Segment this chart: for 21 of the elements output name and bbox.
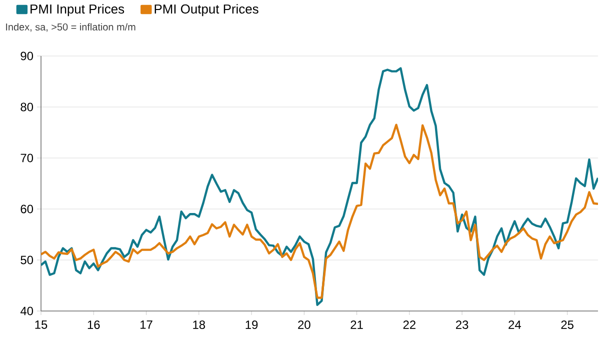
x-tick-label: 22 — [403, 320, 416, 329]
legend-label: PMI Output Prices — [154, 4, 258, 16]
y-tick-label: 40 — [20, 306, 34, 316]
legend-label: PMI Input Prices — [30, 4, 124, 16]
x-tick-label: 25 — [561, 320, 574, 329]
x-tick-label: 23 — [456, 320, 468, 329]
x-tick-label: 21 — [350, 320, 363, 329]
x-tick-label: 16 — [88, 320, 100, 329]
y-tick-label: 50 — [20, 256, 34, 264]
x-tick-label: 24 — [508, 320, 521, 329]
x-tick-label: 20 — [298, 320, 310, 329]
x-tick-label: 17 — [140, 320, 152, 329]
y-tick-label: 80 — [20, 102, 34, 112]
y-tick-label: 70 — [20, 154, 34, 162]
chart-subtitle: Index, sa, >50 = inflation m/m — [6, 23, 136, 32]
y-tick-label: 60 — [20, 204, 34, 214]
line-series — [41, 67, 598, 306]
x-tick-label: 18 — [193, 320, 206, 329]
x-tick-label: 19 — [246, 320, 258, 329]
x-tick-label: 15 — [35, 320, 48, 329]
y-tick-label: 90 — [20, 52, 34, 60]
